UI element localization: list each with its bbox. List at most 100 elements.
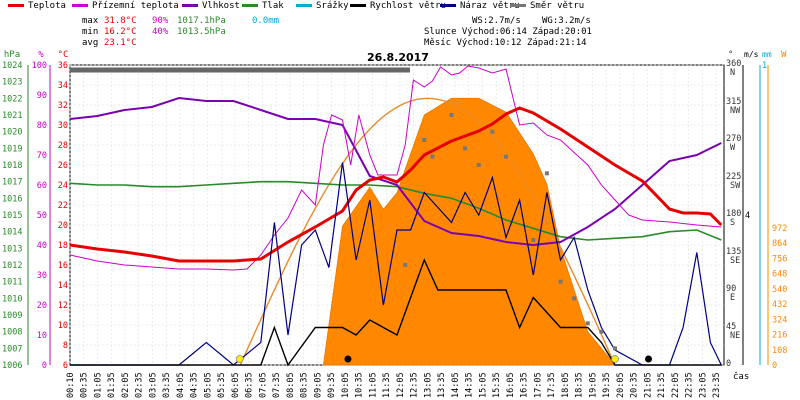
x-tick-label: 05:35 xyxy=(217,372,227,398)
x-tick-label: 09:35 xyxy=(327,372,337,398)
legend-swatch xyxy=(296,4,312,7)
pressure-tick-label: 1007 xyxy=(2,344,22,354)
legend-item: Tlak xyxy=(242,1,284,11)
direction-tick-compass: SE xyxy=(730,256,740,266)
stat-max-temp: 31.8°C xyxy=(104,16,137,26)
sunrise-marker xyxy=(235,355,244,363)
radiation-tick-label: 216 xyxy=(772,331,787,341)
temperature-tick-label: 36 xyxy=(58,61,68,71)
legend-label: Směr větru xyxy=(530,1,585,11)
sun-arc-line xyxy=(239,97,616,366)
x-tick-label: 11:05 xyxy=(368,372,378,398)
wind-direction-point xyxy=(544,171,549,176)
x-tick-label: 02:05 xyxy=(121,372,131,398)
radiation-tick-label: 864 xyxy=(772,239,787,249)
x-tick-label: 06:35 xyxy=(245,372,255,398)
x-tick-label: 17:35 xyxy=(547,372,557,398)
wind-direction-point xyxy=(476,163,481,167)
legend-label: Rychlost větru xyxy=(370,1,446,11)
wind-direction-point xyxy=(599,329,604,334)
x-tick-label: 19:35 xyxy=(602,372,612,398)
pressure-line xyxy=(69,180,722,241)
x-tick-label: 07:05 xyxy=(258,372,268,398)
temperature-tick-label: 24 xyxy=(58,181,68,191)
temperature-tick-label: 12 xyxy=(58,301,68,311)
x-tick-label: 05:05 xyxy=(203,372,213,398)
x-tick-label: 19:05 xyxy=(588,372,598,398)
radiation-tick-label: 324 xyxy=(772,315,787,325)
pressure-tick-label: 1019 xyxy=(2,144,22,154)
direction-tick-label: 45 xyxy=(726,322,736,332)
temperature-tick-label: 18 xyxy=(58,241,68,251)
pressure-tick-label: 1017 xyxy=(2,178,22,188)
pressure-tick-label: 1012 xyxy=(2,261,22,271)
x-tick-label: 10:35 xyxy=(355,372,365,398)
wind-direction-point xyxy=(558,279,563,284)
x-tick-label: 01:05 xyxy=(93,372,103,398)
moonset-marker xyxy=(645,355,653,363)
wind-direction-point xyxy=(422,138,427,142)
x-tick-label: 04:35 xyxy=(190,372,200,398)
x-tick-label: 00:10 xyxy=(66,372,76,398)
rain-axis-title: mm xyxy=(762,50,772,59)
x-tick-label: 07:35 xyxy=(272,372,282,398)
x-tick-label: 20:35 xyxy=(630,372,640,398)
temperature-tick-label: 16 xyxy=(58,261,68,271)
x-tick-label: 12:05 xyxy=(396,372,406,398)
legend-item: Náraz větru xyxy=(440,1,520,11)
wind-direction-point xyxy=(613,346,617,351)
x-tick-label: 21:35 xyxy=(657,372,667,398)
wind-direction-point xyxy=(531,238,536,242)
temperature-line xyxy=(69,106,723,263)
direction-tick-label: 315 xyxy=(726,97,741,107)
direction-tick-label: 270 xyxy=(726,134,741,144)
pressure-tick-label: 1006 xyxy=(2,361,22,371)
pressure-tick-label: 1024 xyxy=(2,61,22,71)
pressure-tick-label: 1010 xyxy=(2,294,22,304)
x-tick-label: 08:05 xyxy=(286,372,296,398)
x-tick-label: 12:35 xyxy=(410,372,420,398)
x-tick-label: 15:35 xyxy=(492,372,502,398)
x-tick-label: 13:05 xyxy=(423,372,433,398)
direction-tick-compass: N xyxy=(730,68,735,78)
pressure-tick-label: 1018 xyxy=(2,161,22,171)
legend-swatch xyxy=(182,4,198,7)
radiation-tick-label: 648 xyxy=(772,270,787,280)
humidity-tick-label: 30 xyxy=(37,271,47,281)
date-label: 26.8.2017 xyxy=(367,51,429,64)
x-tick-label: 00:35 xyxy=(80,372,90,398)
direction-tick-compass: NW xyxy=(730,106,741,116)
stat-min-label: min xyxy=(82,27,99,37)
temperature-tick-label: 26 xyxy=(58,161,68,171)
wind-axis-title: m/s xyxy=(744,50,759,59)
x-tick-label: 22:05 xyxy=(671,372,681,398)
x-tick-label: 01:35 xyxy=(107,372,117,398)
wind-direction-point xyxy=(403,263,408,267)
legend: Teplota Přízemní teplota Vlhkost Tlak Srážky… xyxy=(0,0,800,14)
radiation-tick-label: 432 xyxy=(772,300,787,310)
pressure-tick-label: 1020 xyxy=(2,128,22,138)
ground-temperature-line xyxy=(69,65,722,271)
x-tick-label: 20:05 xyxy=(616,372,626,398)
x-tick-label: 11:35 xyxy=(382,372,392,398)
x-tick-label: 10:05 xyxy=(341,372,351,398)
stat-max-hum: 90% xyxy=(152,16,169,26)
temperature-tick-label: 10 xyxy=(58,321,68,331)
temperature-axis-title: °C xyxy=(58,50,69,60)
x-tick-label: 03:35 xyxy=(162,372,172,398)
legend-swatch xyxy=(8,4,24,7)
pressure-axis-title: hPa xyxy=(4,50,20,60)
stat-min-press: 1013.5hPa xyxy=(177,27,226,37)
legend-label: Přízemní teplota xyxy=(92,1,179,11)
pressure-tick-label: 1008 xyxy=(2,328,22,338)
temperature-tick-label: 6 xyxy=(63,361,68,371)
temperature-tick-label: 22 xyxy=(58,201,68,211)
x-tick-label: 02:35 xyxy=(135,372,145,398)
stat-moon: Měsíc Východ:10:12 Západ:21:14 xyxy=(424,38,587,48)
x-tick-label: 18:35 xyxy=(575,372,585,398)
stat-avg-temp: 23.1°C xyxy=(104,38,137,48)
rain-tick-label: 1 xyxy=(762,61,767,71)
temperature-tick-label: 8 xyxy=(63,341,68,351)
direction-tick-compass: S xyxy=(730,218,735,228)
pressure-tick-label: 1011 xyxy=(2,278,22,288)
